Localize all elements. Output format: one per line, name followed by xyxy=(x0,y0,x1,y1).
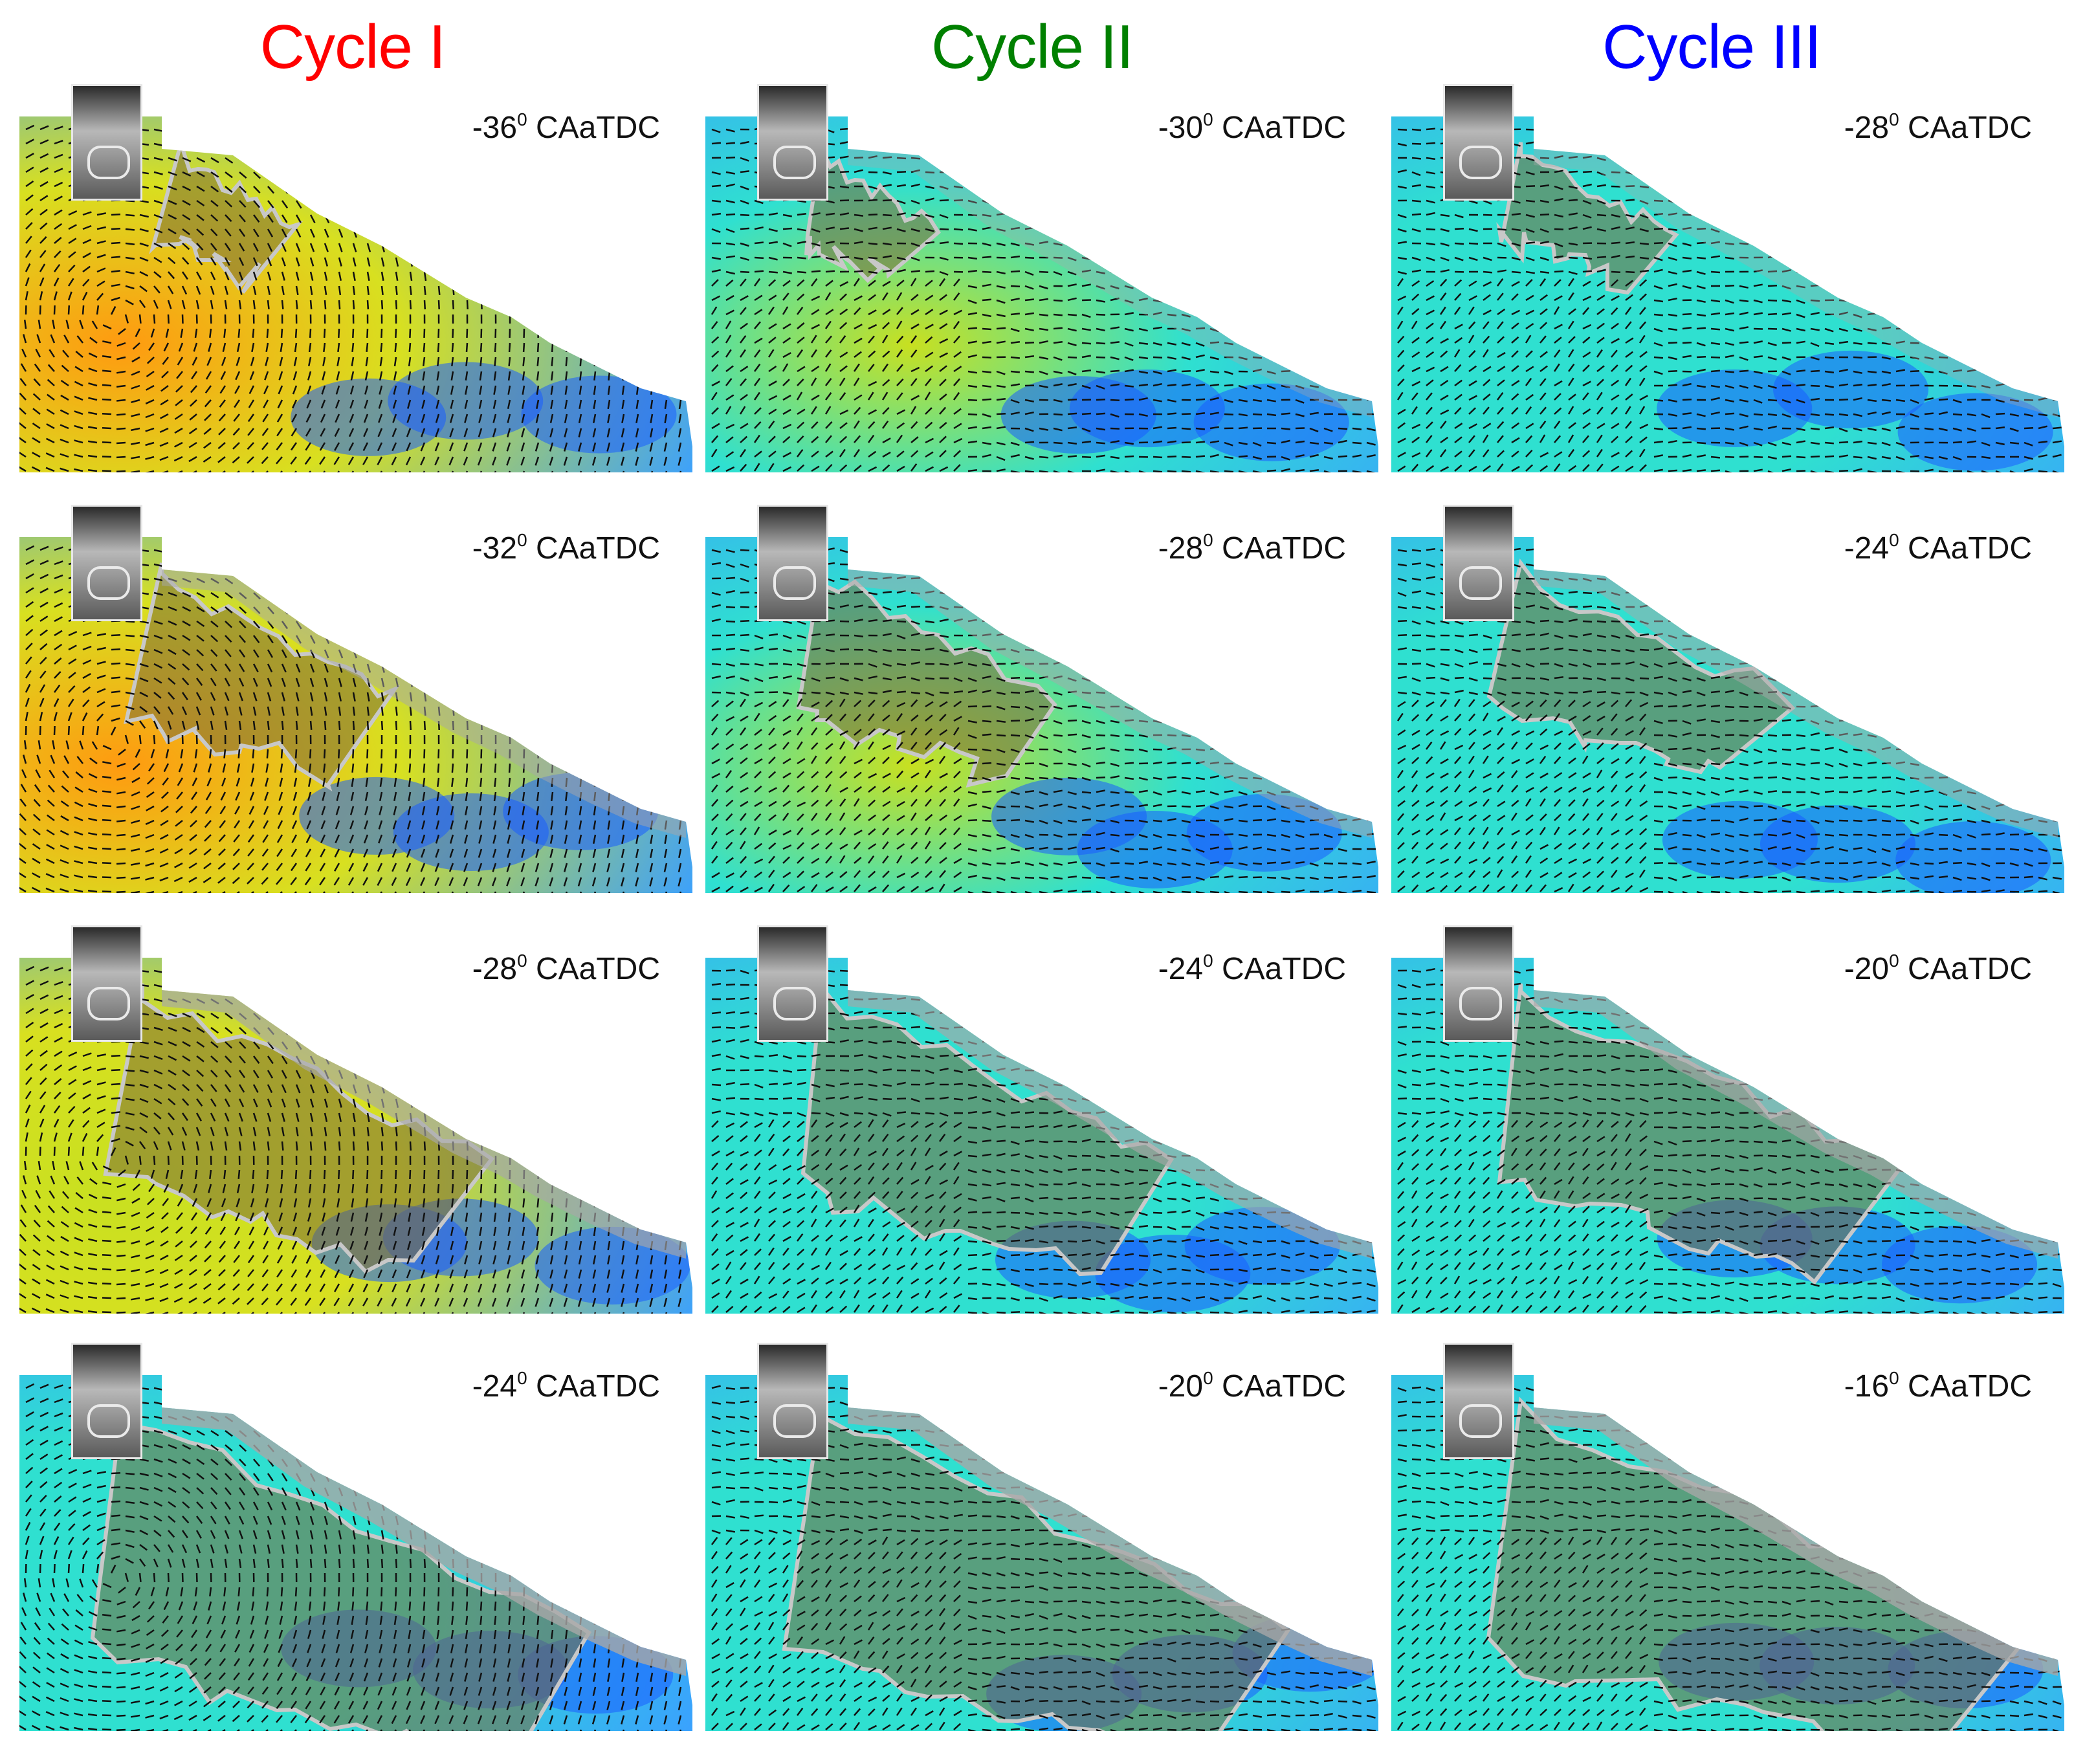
velocity-field-image xyxy=(1391,116,2064,472)
piv-panel-c3-r4: -160 CAaTDC xyxy=(1391,1343,2074,1744)
crank-angle-value: -36 xyxy=(472,111,518,145)
velocity-field-image xyxy=(1391,537,2064,893)
crank-angle-label: -280 CAaTDC xyxy=(1844,109,2032,146)
degree-superscript: 0 xyxy=(1203,109,1213,129)
piv-panel-c1-r1: -360 CAaTDC xyxy=(19,84,705,485)
flame-region xyxy=(124,562,401,792)
flame-region xyxy=(1486,558,1796,775)
degree-superscript: 0 xyxy=(517,530,527,550)
degree-superscript: 0 xyxy=(1203,1368,1213,1388)
crank-angle-unit: CAaTDC xyxy=(1213,952,1346,986)
inset-flame-image xyxy=(757,1343,828,1459)
inset-flame-image xyxy=(71,1343,142,1459)
crank-angle-unit: CAaTDC xyxy=(527,952,660,986)
inset-flame-image xyxy=(757,84,828,201)
crank-angle-value: -20 xyxy=(1844,952,1890,986)
crank-angle-label: -240 CAaTDC xyxy=(472,1368,660,1404)
crank-angle-label: -320 CAaTDC xyxy=(472,530,660,566)
cylinder-wall-band xyxy=(1534,149,2058,417)
flame-region xyxy=(90,1400,592,1731)
piv-panel-c2-r3: -240 CAaTDC xyxy=(705,925,1391,1327)
crank-angle-label: -280 CAaTDC xyxy=(1158,530,1346,566)
velocity-field-image xyxy=(19,116,692,472)
inset-flame-image xyxy=(71,84,142,201)
velocity-field-image xyxy=(705,958,1378,1314)
crank-angle-unit: CAaTDC xyxy=(1899,1369,2032,1404)
crank-angle-label: -200 CAaTDC xyxy=(1158,1368,1346,1404)
cylinder-wall-band xyxy=(1534,569,2058,838)
cylinder-wall-band xyxy=(1534,1407,2058,1676)
column-title-cycle-2: Cycle II xyxy=(931,12,1134,82)
crank-angle-value: -24 xyxy=(1844,531,1890,566)
crank-angle-unit: CAaTDC xyxy=(527,531,660,566)
crank-angle-label: -300 CAaTDC xyxy=(1158,109,1346,146)
flame-region xyxy=(782,1400,1291,1731)
crank-angle-label: -360 CAaTDC xyxy=(472,109,660,146)
cylinder-wall-band xyxy=(848,149,1372,417)
piv-panel-c3-r1: -280 CAaTDC xyxy=(1391,84,2074,485)
cylinder-wall-band xyxy=(848,1407,1372,1676)
crank-angle-unit: CAaTDC xyxy=(1213,111,1346,145)
crank-angle-value: -20 xyxy=(1158,1369,1204,1404)
crank-angle-value: -28 xyxy=(1844,111,1890,145)
piv-panel-c2-r2: -280 CAaTDC xyxy=(705,505,1391,906)
crank-angle-label: -160 CAaTDC xyxy=(1844,1368,2032,1404)
crank-angle-label: -280 CAaTDC xyxy=(472,951,660,987)
inset-flame-image xyxy=(1443,84,1514,201)
inset-flame-image xyxy=(1443,505,1514,621)
flame-region xyxy=(796,562,1057,788)
crank-angle-unit: CAaTDC xyxy=(1899,111,2032,145)
piv-panel-c3-r2: -240 CAaTDC xyxy=(1391,505,2074,906)
crank-angle-value: -24 xyxy=(472,1369,518,1404)
degree-superscript: 0 xyxy=(517,951,527,971)
crank-angle-unit: CAaTDC xyxy=(1213,1369,1346,1404)
degree-superscript: 0 xyxy=(517,1368,527,1388)
degree-superscript: 0 xyxy=(1203,951,1213,971)
inset-flame-image xyxy=(757,925,828,1042)
crank-angle-value: -30 xyxy=(1158,111,1204,145)
piv-panel-c2-r4: -200 CAaTDC xyxy=(705,1343,1391,1744)
crank-angle-value: -24 xyxy=(1158,952,1204,986)
crank-angle-value: -28 xyxy=(1158,531,1204,566)
column-title-cycle-1: Cycle I xyxy=(259,12,446,82)
degree-superscript: 0 xyxy=(1889,1368,1899,1388)
crank-angle-value: -32 xyxy=(472,531,518,566)
degree-superscript: 0 xyxy=(517,109,527,129)
crank-angle-value: -16 xyxy=(1844,1369,1890,1404)
crank-angle-label: -200 CAaTDC xyxy=(1844,951,2032,987)
piv-panel-c3-r3: -200 CAaTDC xyxy=(1391,925,2074,1327)
inset-flame-image xyxy=(71,505,142,621)
inset-flame-image xyxy=(757,505,828,621)
cylinder-wall-band xyxy=(162,1407,686,1676)
inset-flame-image xyxy=(1443,925,1514,1042)
degree-superscript: 0 xyxy=(1889,109,1899,129)
cylinder-wall-band xyxy=(848,569,1372,838)
velocity-field-image xyxy=(705,116,1378,472)
piv-panel-c1-r3: -280 CAaTDC xyxy=(19,925,705,1327)
degree-superscript: 0 xyxy=(1889,951,1899,971)
crank-angle-unit: CAaTDC xyxy=(527,1369,660,1404)
degree-superscript: 0 xyxy=(1889,530,1899,550)
flame-region xyxy=(1497,983,1912,1285)
column-title-cycle-3: Cycle III xyxy=(1602,12,1822,82)
degree-superscript: 0 xyxy=(1203,530,1213,550)
crank-angle-unit: CAaTDC xyxy=(1899,952,2032,986)
crank-angle-value: -28 xyxy=(472,952,518,986)
crank-angle-unit: CAaTDC xyxy=(1899,531,2032,566)
piv-panel-c2-r1: -300 CAaTDC xyxy=(705,84,1391,485)
crank-angle-label: -240 CAaTDC xyxy=(1844,530,2032,566)
crank-angle-label: -240 CAaTDC xyxy=(1158,951,1346,987)
crank-angle-unit: CAaTDC xyxy=(1213,531,1346,566)
piv-panel-c1-r2: -320 CAaTDC xyxy=(19,505,705,906)
cylinder-wall-band xyxy=(162,569,686,838)
cylinder-wall-band xyxy=(848,990,1372,1259)
crank-angle-unit: CAaTDC xyxy=(527,111,660,145)
velocity-field-image xyxy=(705,537,1378,893)
flame-region xyxy=(804,142,941,283)
piv-panel-c1-r4: -240 CAaTDC xyxy=(19,1343,705,1744)
cylinder-wall-band xyxy=(1534,990,2058,1259)
inset-flame-image xyxy=(1443,1343,1514,1459)
cylinder-wall-band xyxy=(162,990,686,1259)
inset-flame-image xyxy=(71,925,142,1042)
